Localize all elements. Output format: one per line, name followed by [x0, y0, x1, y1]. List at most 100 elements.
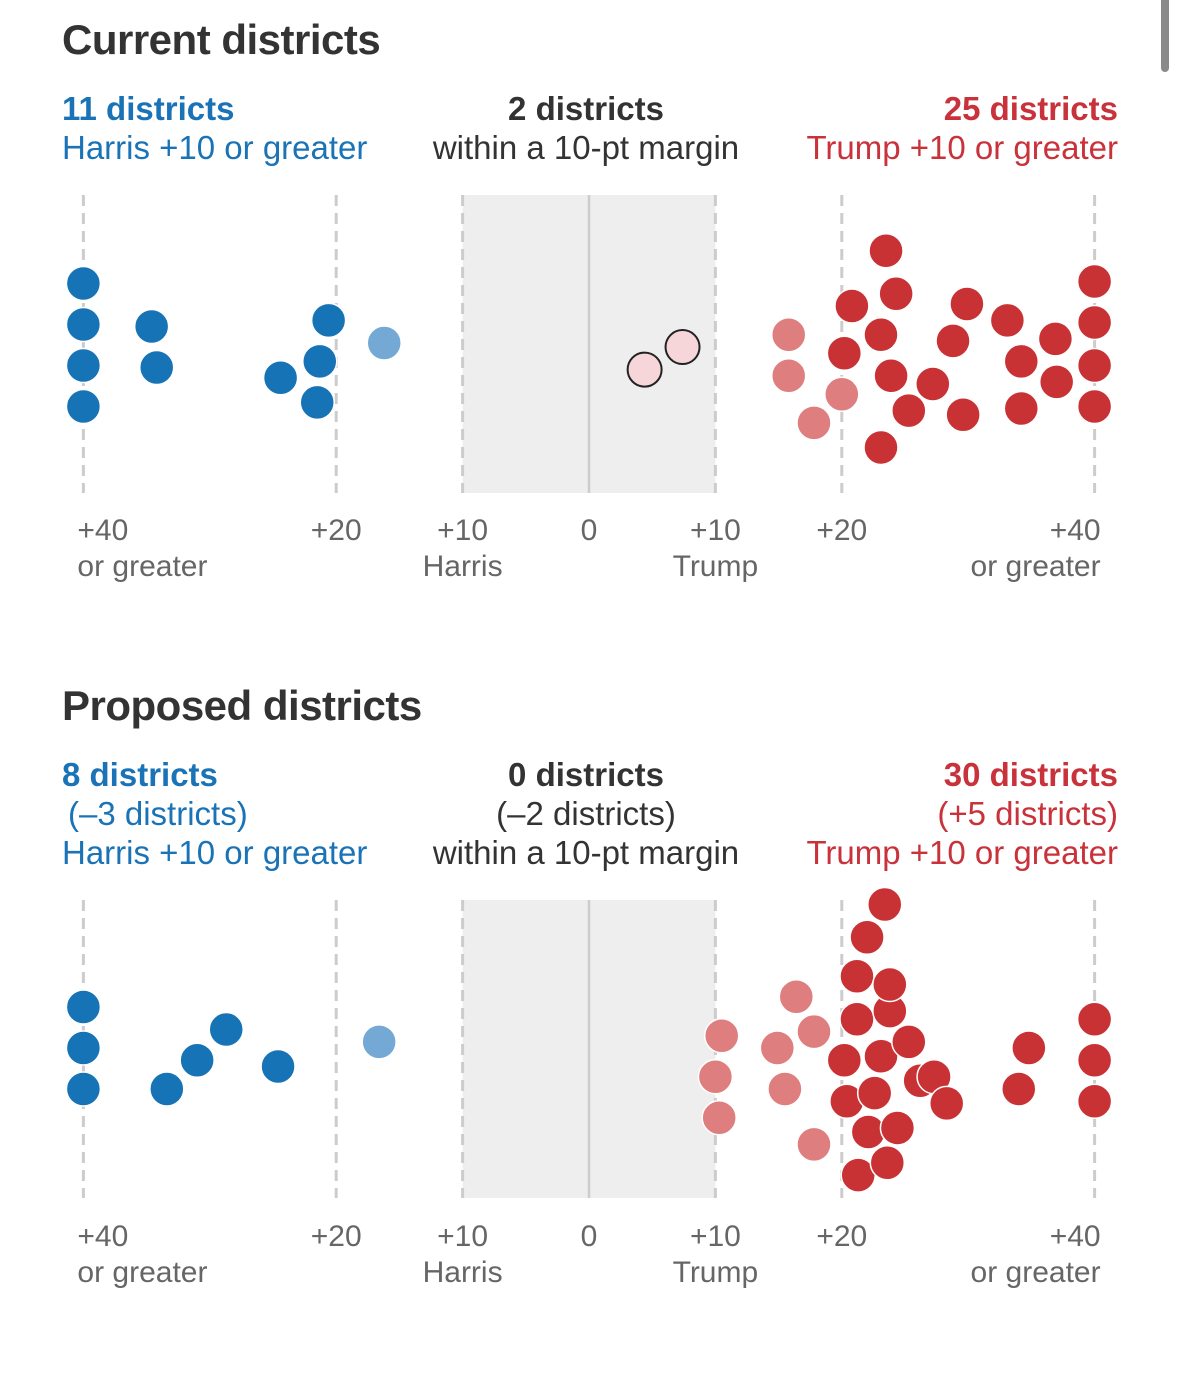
district-dot [873, 358, 909, 394]
district-dot [945, 396, 981, 433]
tick-label: +10 [437, 514, 488, 547]
tick-label: +10 [690, 1220, 741, 1253]
district-dot [849, 919, 885, 956]
trump-label: Trump +10 or greater [806, 129, 1118, 166]
district-dot [891, 392, 927, 429]
district-dot [869, 1145, 906, 1181]
district-dot [703, 1017, 740, 1054]
tick-sublabel: or greater [971, 550, 1101, 583]
district-dot [262, 360, 299, 396]
tossup-summary: 0 districts (–2 districts) within a 10-p… [410, 755, 762, 872]
district-dot [697, 1058, 734, 1095]
district-dot [826, 335, 863, 371]
trump-change: (+5 districts) [937, 795, 1118, 832]
trump-label: Trump +10 or greater [806, 834, 1118, 871]
district-dot [179, 1042, 215, 1079]
district-dot [208, 1011, 244, 1048]
district-dot [867, 886, 903, 923]
district-dot [1076, 1083, 1113, 1120]
tick-label: +10 [437, 1220, 488, 1253]
tossup-change: (–2 districts) [496, 795, 676, 832]
tick-sublabel: Trump [673, 1256, 759, 1289]
trump-summary: 25 districts Trump +10 or greater [806, 89, 1118, 167]
district-dot [138, 349, 175, 386]
district-dot [1076, 347, 1113, 384]
district-dot [1003, 390, 1040, 427]
district-dot [949, 286, 985, 322]
district-dot [626, 351, 663, 388]
district-dot [1076, 263, 1113, 300]
district-dot [796, 1013, 832, 1050]
district-dot [1076, 1042, 1113, 1079]
tick-sublabel: Trump [673, 550, 759, 583]
district-dot [65, 265, 102, 302]
trump-count: 30 districts [943, 756, 1118, 793]
district-dot [796, 405, 832, 441]
district-dot [863, 429, 899, 466]
tossup-count: 2 districts [508, 90, 664, 127]
district-dot [770, 358, 807, 394]
harris-count: 11 districts [62, 90, 235, 127]
district-dot [872, 966, 908, 1003]
district-dot [299, 384, 335, 421]
district-dot [878, 276, 914, 312]
district-dot [759, 1030, 796, 1066]
tick-sublabel: Harris [423, 1256, 503, 1289]
district-dot [664, 329, 701, 366]
chart-title: Current districts [62, 16, 381, 63]
district-dot [826, 1042, 863, 1079]
tossup-label: within a 10-pt margin [432, 129, 740, 166]
district-dot [796, 1126, 832, 1163]
district-dot [361, 1024, 397, 1060]
district-dot [366, 325, 402, 361]
tick-label: +40 [1050, 514, 1101, 547]
district-dot [879, 1110, 916, 1146]
district-dot [1037, 321, 1074, 357]
tick-label: 0 [581, 1220, 598, 1253]
district-dot [65, 989, 102, 1025]
tossup-count: 0 districts [508, 756, 664, 793]
district-dot [65, 1071, 102, 1107]
tick-sublabel: Harris [423, 550, 503, 583]
district-dot [863, 1038, 899, 1074]
district-dot [1076, 388, 1113, 425]
district-dot [839, 958, 875, 994]
tick-label: +20 [311, 1220, 362, 1253]
district-dot [824, 376, 860, 412]
district-dot [928, 1085, 965, 1122]
tick-label: +10 [690, 514, 741, 547]
district-dot [770, 317, 807, 353]
district-dot [260, 1048, 296, 1085]
tick-sublabel: or greater [971, 1256, 1101, 1289]
tick-label: +20 [816, 1220, 867, 1253]
district-dot [1076, 1001, 1113, 1038]
district-dot [839, 1001, 875, 1038]
tick-sublabel: or greater [77, 1256, 207, 1289]
district-dot [856, 1075, 893, 1111]
district-dot [863, 317, 899, 353]
district-dot [935, 323, 971, 359]
tick-label: 0 [581, 514, 598, 547]
page-scrollbar[interactable] [1161, 0, 1169, 72]
tick-label: +20 [816, 514, 867, 547]
district-dot [1076, 304, 1113, 341]
tick-label: +40 [77, 514, 128, 547]
tick-label: +40 [1050, 1220, 1101, 1253]
district-dot [767, 1071, 803, 1107]
district-dot [65, 347, 102, 384]
district-dot [65, 388, 102, 425]
harris-label: Harris +10 or greater [62, 834, 368, 871]
district-dot [1038, 364, 1075, 400]
harris-summary: 11 districts Harris +10 or greater [62, 89, 367, 167]
tick-sublabel: or greater [77, 550, 207, 583]
district-dot [65, 1030, 102, 1066]
district-dot [1001, 1071, 1037, 1107]
district-dot [989, 302, 1026, 339]
district-dot [915, 366, 951, 402]
tick-label: +20 [311, 514, 362, 547]
tossup-label: within a 10-pt margin [432, 834, 740, 871]
harris-label: Harris +10 or greater [62, 129, 368, 166]
trump-summary: 30 districts (+5 districts) Trump +10 or… [806, 755, 1118, 872]
district-dot [891, 1024, 927, 1060]
